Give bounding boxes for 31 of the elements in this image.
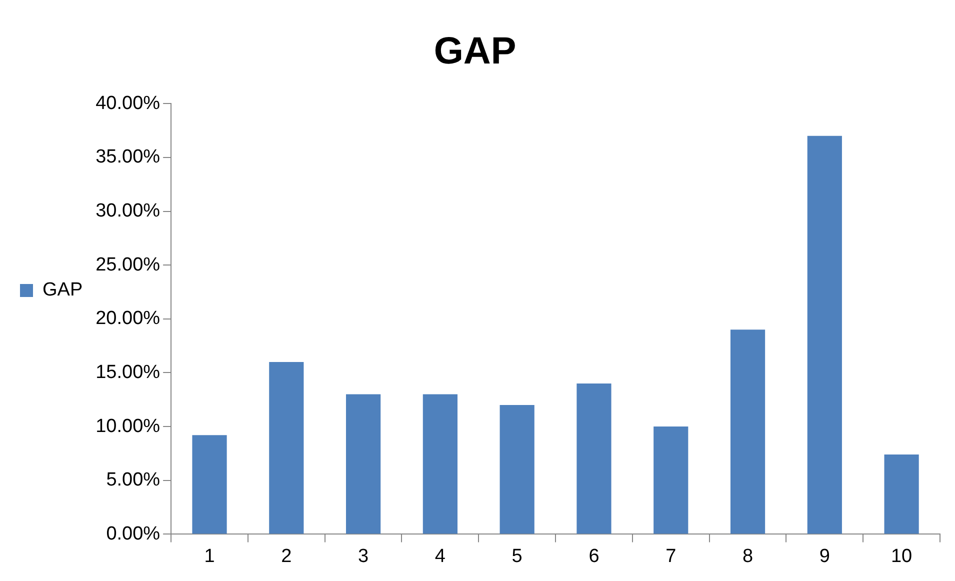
bar (269, 362, 304, 534)
x-tick-label: 7 (666, 546, 676, 567)
legend-label: GAP (42, 280, 83, 301)
y-tick-label: 40.00% (96, 92, 160, 114)
bar (730, 330, 766, 534)
x-tick-label: 3 (358, 546, 369, 567)
y-tick-label: 15.00% (96, 362, 160, 383)
bar (576, 383, 612, 534)
x-tick-label: 8 (742, 546, 754, 567)
y-tick-label: 0.00% (106, 523, 160, 544)
x-tick-label: 1 (204, 546, 215, 567)
x-tick-label: 5 (512, 546, 522, 567)
bar (192, 435, 227, 534)
y-tick-label: 35.00% (96, 146, 160, 168)
bar (346, 394, 381, 534)
y-tick-label: 5.00% (106, 470, 160, 491)
bar (654, 426, 688, 534)
x-tick-label: 2 (281, 546, 292, 567)
y-tick-label: 25.00% (96, 254, 160, 276)
bar (884, 454, 919, 534)
x-tick-label: 4 (434, 546, 446, 567)
bar (500, 405, 534, 534)
x-tick-label: 6 (588, 546, 600, 567)
y-tick-label: 20.00% (96, 308, 160, 330)
chart-title: GAP (434, 30, 516, 72)
bar (422, 394, 458, 534)
bar (807, 136, 842, 534)
x-tick-label: 9 (819, 546, 830, 567)
x-tick-label: 10 (890, 546, 912, 567)
y-tick-label: 10.00% (96, 416, 160, 437)
y-tick-label: 30.00% (96, 200, 160, 222)
